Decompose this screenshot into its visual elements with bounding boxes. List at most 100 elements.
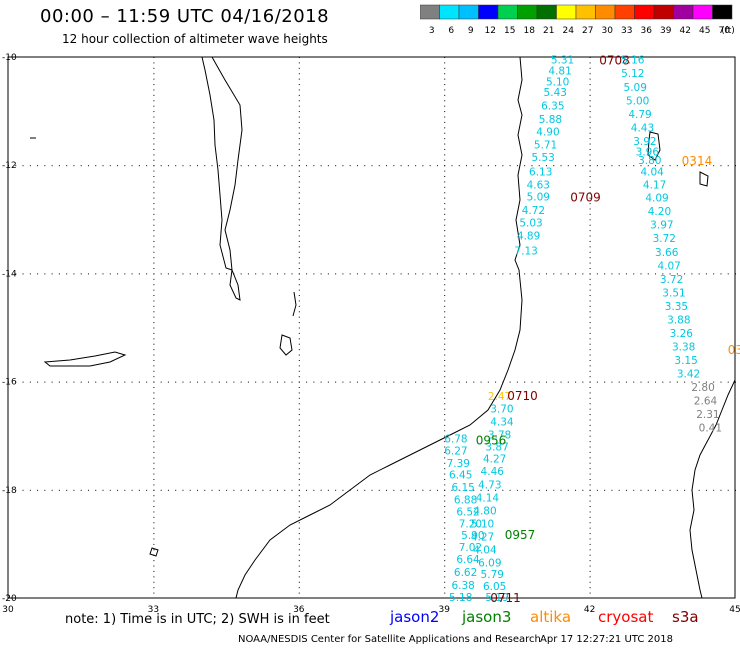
pass-time-label: 0709 xyxy=(570,191,601,205)
colorbar-label: 12 xyxy=(485,26,496,36)
wave-height-value: 4.90 xyxy=(536,127,559,139)
wave-height-value: 3.70 xyxy=(490,404,513,416)
wave-height-value: 4.27 xyxy=(483,453,506,465)
wave-height-value: 5.53 xyxy=(531,152,554,164)
wave-height-value: 3.51 xyxy=(662,287,685,299)
wave-height-value: 3.88 xyxy=(667,314,690,326)
wave-height-value: 6.05 xyxy=(483,581,506,593)
wave-height-value: 3.80 xyxy=(638,155,661,167)
wave-height-value: 3.87 xyxy=(485,442,508,454)
wave-height-colorbar: 3 6 9 12 15 18 21 24 27 30 33 36 39 42 45 70(ft) xyxy=(420,4,735,36)
pass-time-label: 0956 xyxy=(476,433,507,447)
wave-height-value: 5.18 xyxy=(449,592,472,604)
colorbar-label: 6 xyxy=(448,26,454,36)
madagascar-coast xyxy=(689,379,736,599)
wave-height-value: 4.81 xyxy=(548,66,571,78)
wave-height-value: 5.90 xyxy=(461,530,484,542)
wave-height-value: 6.45 xyxy=(449,470,472,482)
wave-height-value: 3.26 xyxy=(670,328,694,340)
wave-height-value: 6.35 xyxy=(541,101,564,113)
wave-height-value: 5.10 xyxy=(546,76,569,88)
colorbar-label: 3 xyxy=(429,26,435,36)
pass-time-label: 0957 xyxy=(505,528,536,542)
wave-height-value: 4.04 xyxy=(640,167,664,179)
colorbar-label: 9 xyxy=(468,26,474,36)
river-segment xyxy=(292,291,297,317)
lon-tick-label: 30 xyxy=(2,605,14,615)
wave-height-value: 6.52 xyxy=(456,506,479,518)
wave-height-value: 5.19 xyxy=(485,592,508,604)
lon-tick-label: 42 xyxy=(584,605,595,615)
colorbar-label: 18 xyxy=(524,26,536,36)
wave-height-value: 7.39 xyxy=(447,458,470,470)
lake-malawi xyxy=(201,56,243,271)
wave-height-value: 5.79 xyxy=(481,569,504,581)
wave-height-value: 0.41 xyxy=(699,423,722,435)
wave-height-value: 5.10 xyxy=(471,518,494,530)
wave-height-value: 6.64 xyxy=(456,554,480,566)
wave-height-value: 5.71 xyxy=(534,140,557,152)
graticule xyxy=(8,57,736,594)
footnote: note: 1) Time is in UTC; 2) SWH is in fe… xyxy=(65,612,330,627)
wave-height-value: 4.63 xyxy=(527,180,550,192)
wave-height-value: 3.35 xyxy=(665,301,688,313)
map-frame xyxy=(7,56,736,599)
colorbar-label: 33 xyxy=(621,26,632,36)
wave-height-value: 4.79 xyxy=(628,109,651,121)
wave-height-value: 4.43 xyxy=(631,122,654,134)
wave-height-value: 6.78 xyxy=(444,433,467,445)
lat-tick-label: -20 xyxy=(2,594,17,604)
wave-height-value: 7.02 xyxy=(459,542,482,554)
map-subtitle: 12 hour collection of altimeter wave hei… xyxy=(62,32,328,46)
wave-height-value: 5.09 xyxy=(527,192,550,204)
wave-height-value: 2.80 xyxy=(691,382,714,394)
colorbar-unit: (ft) xyxy=(721,26,735,36)
wave-height-value: 5.88 xyxy=(539,114,562,126)
islet xyxy=(149,547,159,557)
wave-height-value: 7.13 xyxy=(514,246,537,258)
colorbar-label: 30 xyxy=(602,26,614,36)
wave-height-value: 5.03 xyxy=(519,218,542,230)
colorbar-swatch xyxy=(712,4,733,20)
wave-height-value: 3.72 xyxy=(653,233,676,245)
wave-height-value: 4.14 xyxy=(476,492,500,504)
comoros-island xyxy=(647,131,661,161)
wave-height-value: 6.38 xyxy=(451,580,474,592)
colorbar-label: 21 xyxy=(543,26,554,36)
lon-tick-label: 33 xyxy=(148,605,159,615)
pass-time-label: 0711 xyxy=(490,591,521,605)
wave-height-value: 4.20 xyxy=(648,206,671,218)
lake-kariba xyxy=(43,351,127,367)
lat-tick-label: -14 xyxy=(2,269,17,279)
wave-height-value: 4.80 xyxy=(473,505,496,517)
lat-tick-label: -12 xyxy=(2,161,17,171)
wave-height-value: 2.31 xyxy=(696,409,719,421)
wave-height-value: 4.17 xyxy=(643,180,666,192)
lake-malawi-south xyxy=(229,268,241,301)
generated-timestamp: Apr 17 12:27:21 UTC 2018 xyxy=(540,634,673,645)
legend-entry-s3a: s3a xyxy=(672,608,699,626)
map-title: 00:00 – 11:59 UTC 04/16/2018 xyxy=(40,6,330,27)
colorbar-label: 36 xyxy=(641,26,653,36)
wave-height-value: 6.88 xyxy=(454,495,477,507)
pass-time-label: 0710 xyxy=(507,389,538,403)
wave-height-value: 4.09 xyxy=(645,193,668,205)
wave-height-value: 6.15 xyxy=(451,482,474,494)
legend-entry-altika: altika xyxy=(530,608,572,626)
altimeter-tracks: 5.314.815.105.436.355.884.905.715.536.13… xyxy=(444,54,740,605)
wave-height-value: 2.47 xyxy=(488,391,511,403)
wave-height-value: 6.62 xyxy=(454,567,477,579)
colorbar-label: 27 xyxy=(582,26,593,36)
wave-height-value: 5.12 xyxy=(621,68,644,80)
mayotte-island xyxy=(699,171,709,187)
legend-entry-jason2: jason2 xyxy=(390,608,440,626)
wave-height-value: 4.72 xyxy=(522,205,545,217)
lon-tick-label: 39 xyxy=(438,605,450,615)
wave-height-value: 3.97 xyxy=(650,220,673,232)
wave-height-value: 5.31 xyxy=(551,55,574,67)
lat-tick-label: -10 xyxy=(2,53,17,63)
legend-entry-jason3: jason3 xyxy=(462,608,512,626)
lat-tick-label: -16 xyxy=(2,378,17,388)
wave-height-value: 5.16 xyxy=(621,55,645,67)
